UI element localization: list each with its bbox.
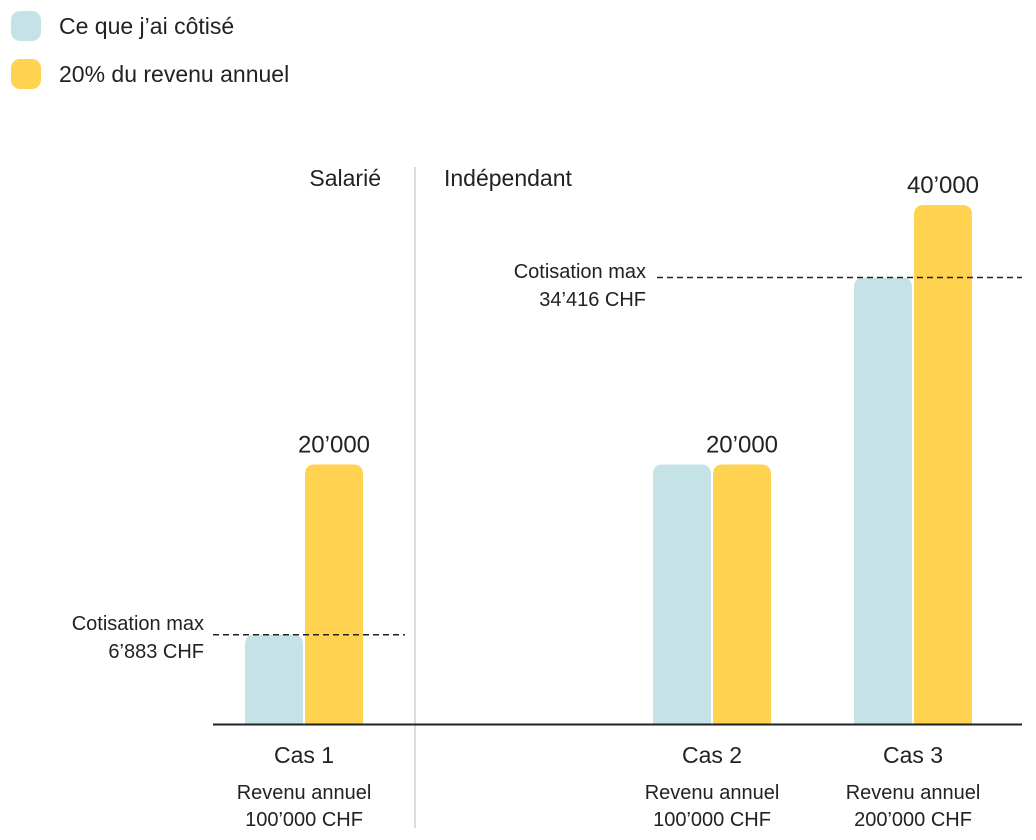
- category-sublabel-cas-1-line-0: Revenu annuel: [237, 782, 372, 804]
- bar-contributed-cas-2: [653, 464, 711, 724]
- category-label-cas-1: Cas 1: [274, 742, 334, 768]
- threshold-label-1-line-0: Cotisation max: [514, 261, 646, 283]
- category-sublabel-cas-2-line-1: 100’000 CHF: [653, 809, 771, 831]
- value-label-cas-3: 40’000: [907, 172, 979, 199]
- legend: Ce que j’ai côtisé 20% du revenu annuel: [11, 11, 289, 89]
- legend-label-twenty_pct: 20% du revenu annuel: [59, 61, 289, 87]
- bars-layer: [213, 205, 1022, 726]
- category-sublabel-cas-3-line-0: Revenu annuel: [846, 782, 981, 804]
- labels-layer: Salarié Indépendant 20’000 20’000 40’000 Cas …: [237, 165, 981, 831]
- category-sublabel-cas-1-line-1: 100’000 CHF: [245, 809, 363, 831]
- category-sublabel-cas-3-line-1: 200’000 CHF: [854, 809, 972, 831]
- value-label-cas-1: 20’000: [298, 432, 370, 459]
- threshold-label-0-line-0: Cotisation max: [72, 613, 204, 635]
- value-label-cas-2: 20’000: [706, 432, 778, 459]
- bar-contributed-cas-1: [245, 634, 303, 724]
- legend-swatch-twenty_pct: [11, 59, 41, 89]
- bar-twenty_pct-cas-3: [914, 205, 972, 724]
- threshold-label-1-line-1: 34’416 CHF: [539, 289, 646, 311]
- group-label-1: Indépendant: [444, 165, 573, 191]
- bar-twenty_pct-cas-1: [305, 464, 363, 724]
- threshold-label-0-line-1: 6’883 CHF: [108, 641, 204, 663]
- group-label-0: Salarié: [309, 165, 381, 191]
- bar-contributed-cas-3: [854, 277, 912, 724]
- legend-swatch-contributed: [11, 11, 41, 41]
- category-label-cas-3: Cas 3: [883, 742, 943, 768]
- category-label-cas-2: Cas 2: [682, 742, 742, 768]
- threshold-layer: Cotisation max 6’883 CHF Cotisation max 34’…: [72, 261, 1022, 663]
- legend-label-contributed: Ce que j’ai côtisé: [59, 13, 234, 39]
- category-sublabel-cas-2-line-0: Revenu annuel: [645, 782, 780, 804]
- bar-twenty_pct-cas-2: [713, 464, 771, 724]
